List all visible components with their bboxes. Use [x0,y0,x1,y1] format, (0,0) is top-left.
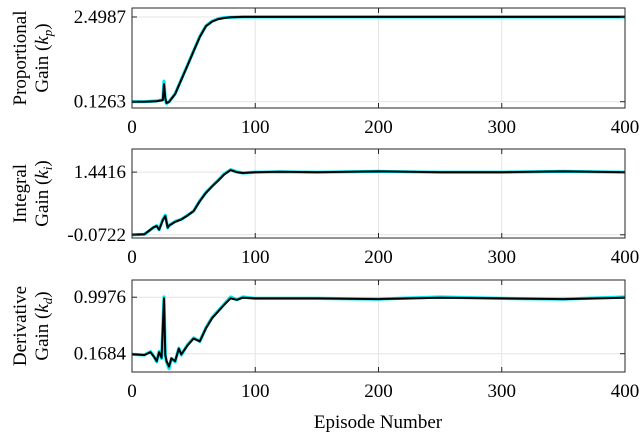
x-tick-label: 0 [127,381,137,402]
x-tick-label: 300 [488,117,517,138]
y-axis-title-line2: Gain ( [32,313,53,361]
panel-1: 0 100 200 300 400 0.1263 2.4987 ProportionalGai… [10,7,639,138]
y-axis-title-line1: Integral [10,164,31,223]
x-tick-label: 400 [611,117,640,138]
series-line-smoothed [132,15,625,104]
y-axis-title-line1: Derivative [10,286,31,366]
y-tick-label: 1.4416 [74,162,126,183]
y-axis-title-symbol: k [32,170,53,179]
x-tick-label: 100 [241,381,270,402]
y-tick-label: 0.1263 [74,92,126,113]
series-line-smoothed [131,296,626,368]
x-tick-label: 200 [364,381,393,402]
x-tick-label: 100 [241,117,270,138]
x-tick-label: 0 [127,247,137,268]
x-tick-label: 200 [364,247,393,268]
y-axis-title-close: ) [32,291,53,297]
y-axis-title-line2: Gain ( [32,45,53,93]
x-tick-label: 100 [241,247,270,268]
x-tick-label: 0 [127,117,137,138]
y-axis-title-close: ) [32,160,53,166]
y-tick-label: 0.1684 [74,344,127,365]
series-line-smoothed [131,169,626,236]
x-axis-title: Episode Number [314,412,443,433]
x-tick-label: 300 [488,381,517,402]
y-axis-title-subscript: p [40,29,55,37]
y-axis-title-symbol: k [32,36,53,45]
x-tick-label: 300 [488,247,517,268]
y-axis-title: DerivativeGain (kd) [10,286,55,366]
y-tick-label: 0.9976 [74,287,126,308]
x-tick-label: 400 [611,247,640,268]
y-axis-title: ProportionalGain (kp) [10,11,55,106]
panel-3: 0 100 200 300 400 0.1684 0.9976 DerivativeGain … [10,279,640,402]
y-tick-label: 2.4987 [74,7,126,28]
y-axis-title-line1: Proportional [10,11,31,106]
panel-2: 0 100 200 300 400 -0.0722 1.4416 IntegralGain (… [10,148,640,268]
y-axis-title-symbol: k [32,304,53,313]
y-axis-title: IntegralGain (ki) [10,160,55,226]
x-tick-label: 200 [364,117,393,138]
y-tick-label: -0.0722 [67,225,126,246]
y-axis-title-subscript: i [40,166,55,170]
y-axis-title-subscript: d [40,297,55,304]
y-axis-title-close: ) [32,23,53,29]
x-tick-label: 400 [611,381,640,402]
y-axis-title-line2: Gain ( [32,179,53,227]
